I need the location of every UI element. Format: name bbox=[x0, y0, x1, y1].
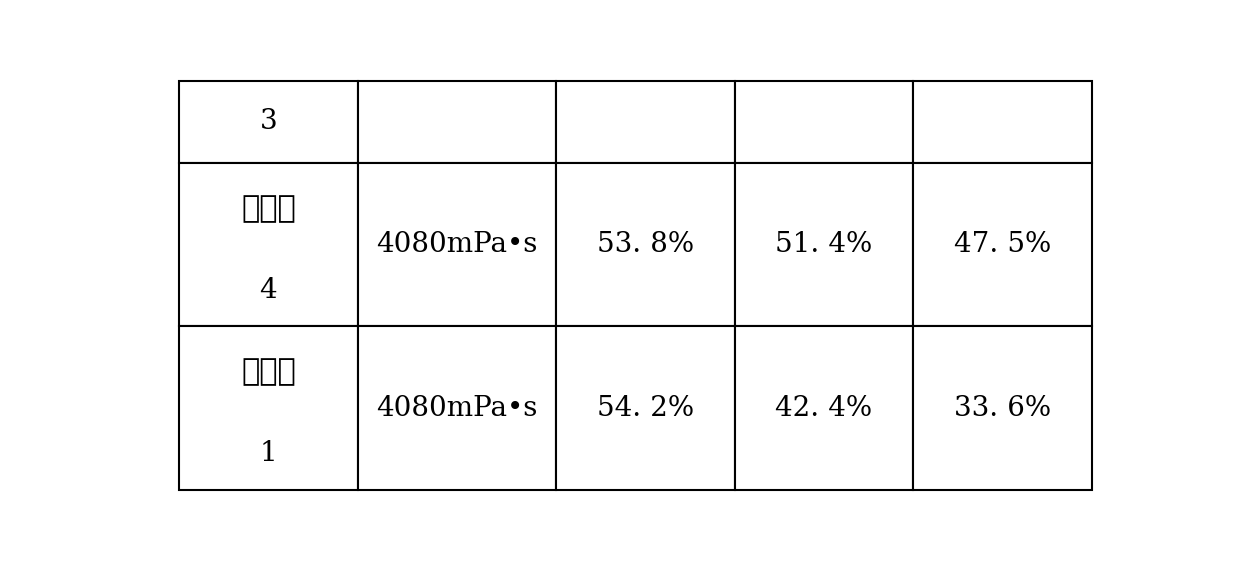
Bar bbox=[556, 163, 734, 326]
Bar bbox=[358, 81, 556, 163]
Text: 53. 8%: 53. 8% bbox=[596, 231, 693, 258]
Bar bbox=[556, 81, 734, 163]
Text: 1: 1 bbox=[259, 440, 278, 467]
Text: 54. 2%: 54. 2% bbox=[596, 394, 693, 421]
Bar bbox=[556, 326, 734, 490]
Text: 33. 6%: 33. 6% bbox=[954, 394, 1052, 421]
Bar bbox=[179, 81, 358, 163]
Bar bbox=[179, 163, 358, 326]
Text: 47. 5%: 47. 5% bbox=[954, 231, 1052, 258]
Text: 4: 4 bbox=[259, 277, 278, 304]
Bar bbox=[913, 326, 1092, 490]
Bar bbox=[734, 326, 913, 490]
Bar bbox=[913, 81, 1092, 163]
Text: 42. 4%: 42. 4% bbox=[775, 394, 873, 421]
Bar bbox=[358, 163, 556, 326]
Bar bbox=[734, 163, 913, 326]
Text: 对比例: 对比例 bbox=[241, 357, 296, 388]
Bar bbox=[179, 326, 358, 490]
Bar bbox=[358, 326, 556, 490]
Text: 4080mPa•s: 4080mPa•s bbox=[376, 231, 537, 258]
Bar bbox=[734, 81, 913, 163]
Bar bbox=[913, 163, 1092, 326]
Text: 实施例: 实施例 bbox=[241, 193, 296, 224]
Text: 3: 3 bbox=[259, 108, 278, 135]
Text: 51. 4%: 51. 4% bbox=[775, 231, 873, 258]
Text: 4080mPa•s: 4080mPa•s bbox=[376, 394, 537, 421]
